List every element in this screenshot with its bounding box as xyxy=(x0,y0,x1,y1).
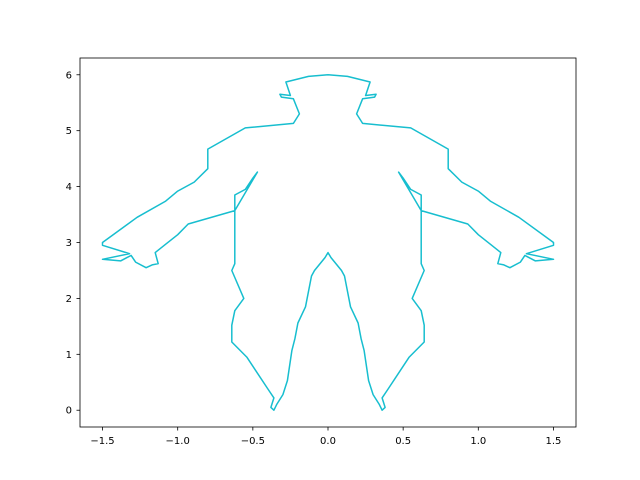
y-tick-label: 4 xyxy=(66,182,72,193)
y-tick-label: 1 xyxy=(66,350,72,361)
y-tick-label: 0 xyxy=(66,406,72,417)
x-tick-label: 1.0 xyxy=(470,436,486,447)
plot-area xyxy=(101,74,555,411)
x-tick-label: −1.5 xyxy=(90,436,114,447)
axes-frame xyxy=(79,57,577,428)
series-line-0 xyxy=(101,74,555,411)
y-tick-label: 3 xyxy=(66,238,72,249)
axis-ticks: −1.5 −1.0 −0.5 0.0 0.5 1.0 1.5 0 1 2 3 4 5 6 xyxy=(66,70,562,447)
y-tick-label: 2 xyxy=(66,294,72,305)
x-tick-label: 1.5 xyxy=(546,436,562,447)
x-tick-label: 0.0 xyxy=(320,436,336,447)
y-tick-label: 5 xyxy=(66,126,72,137)
x-tick-label: −1.0 xyxy=(166,436,190,447)
x-tick-label: 0.5 xyxy=(395,436,411,447)
y-tick-label: 6 xyxy=(66,70,72,81)
x-tick-label: −0.5 xyxy=(241,436,265,447)
